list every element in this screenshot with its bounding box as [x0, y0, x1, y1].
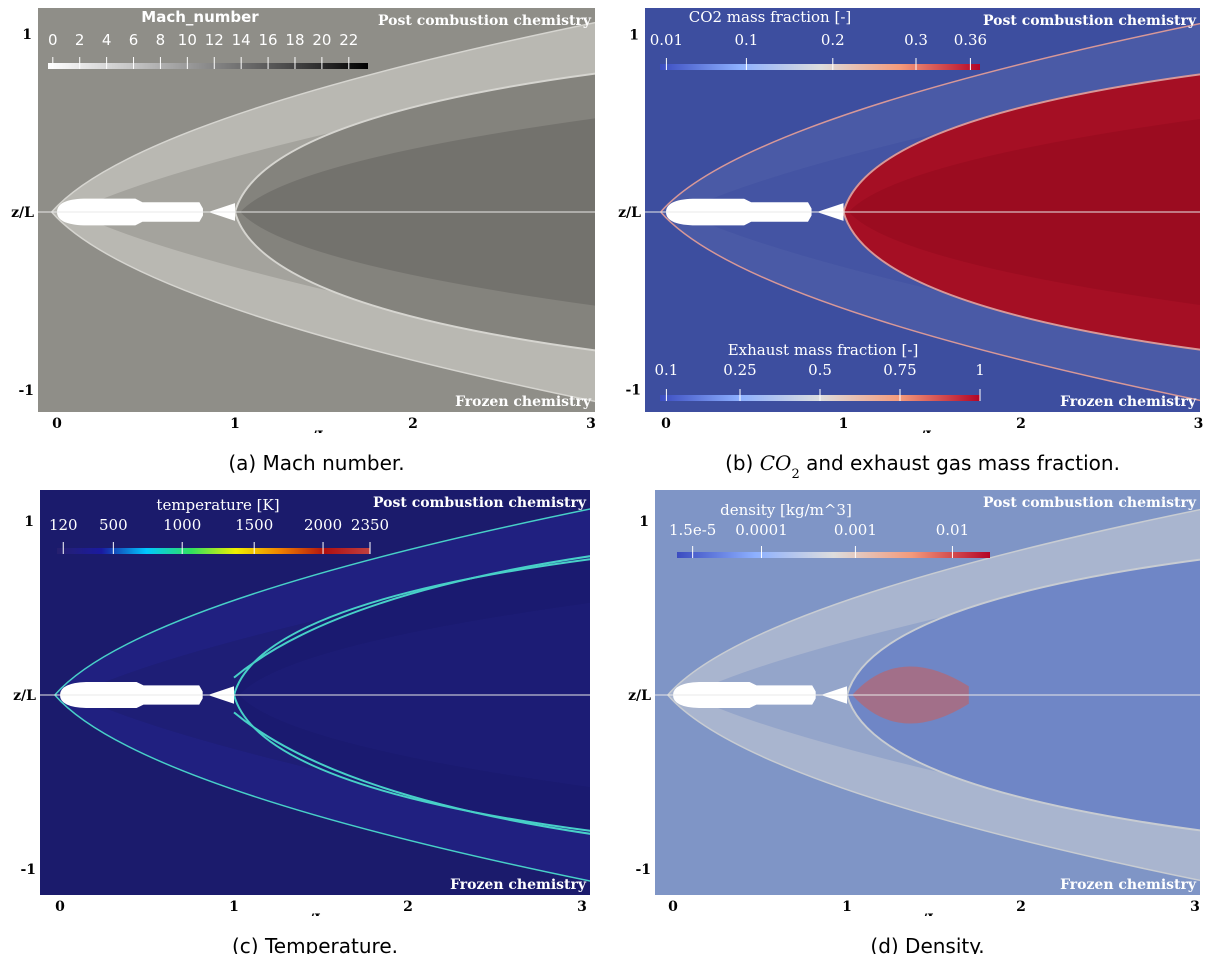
y-tick-label: 1 [24, 514, 34, 530]
colorbar-tick-label: 0.01 [936, 521, 969, 539]
x-label-group: x/L [303, 429, 326, 445]
caption-part: 2 [791, 467, 799, 482]
colorbar-tick-label: 8 [156, 31, 166, 49]
figure: Mach_number0246810121416182022Post combu… [0, 0, 1208, 954]
colorbar-tick-label: 14 [232, 31, 251, 49]
colorbar-tick-label: 0.75 [883, 361, 916, 379]
x-tick-label: 2 [403, 899, 413, 915]
colorbar-tick-label: 2 [75, 31, 85, 49]
colorbar-tick-label: 120 [49, 516, 78, 534]
colorbar-tick-label: 0.5 [808, 361, 832, 379]
colorbar-tick-label: 0.25 [723, 361, 756, 379]
colorbar-title: density [kg/m^3] [720, 501, 852, 519]
x-tick-label: 2 [1016, 899, 1026, 915]
colorbar-tick-label: 0.36 [954, 31, 987, 49]
y-tick-label: 1 [639, 514, 649, 530]
colorbar-title: temperature [K] [156, 496, 279, 514]
colorbar-tick-label: 10 [178, 31, 197, 49]
x-tick-label: 1 [229, 899, 239, 915]
x-tick-label: 3 [1194, 416, 1204, 432]
colorbar-title: CO2 mass fraction [-] [689, 8, 852, 26]
y-tick-label: -1 [20, 862, 36, 878]
annotation-top: Post combustion chemistry [983, 13, 1197, 29]
x-tick-label: 0 [661, 416, 671, 432]
colorbar-tick-label: 18 [285, 31, 304, 49]
caption-part: CO [760, 451, 792, 475]
x-tick-label: 2 [1016, 416, 1026, 432]
x-tick-label: 3 [577, 899, 587, 915]
annotation-bottom: Frozen chemistry [455, 394, 592, 410]
y-tick-label: -1 [625, 383, 641, 399]
x-label-group: x/L [912, 429, 935, 445]
caption-part: (b) [725, 451, 760, 475]
colorbar-tick-label: 16 [259, 31, 278, 49]
colorbar-tick-label: 6 [129, 31, 139, 49]
plot-area [655, 490, 1208, 895]
annotation-bottom: Frozen chemistry [1060, 877, 1197, 893]
x-axis-label: x/L [301, 912, 324, 928]
colorbar-tick-label: 0.3 [904, 31, 928, 49]
caption-part: (d) Density. [870, 934, 984, 954]
y-axis-label: z/L [618, 205, 641, 221]
colorbar-tick-label: 1.5e-5 [669, 521, 716, 539]
x-tick-label: 0 [52, 416, 62, 432]
y-tick-label: -1 [635, 862, 651, 878]
x-label-group: x/L [301, 912, 324, 928]
colorbar-tick-label: 0.2 [821, 31, 845, 49]
colorbar-title: Mach_number [141, 8, 259, 26]
colorbar [660, 64, 980, 70]
x-tick-label: 1 [230, 416, 240, 432]
colorbar-tick-label: 22 [339, 31, 358, 49]
colorbar-tick-label: 0.1 [734, 31, 758, 49]
caption: (b) CO2 and exhaust gas mass fraction. [725, 451, 1120, 482]
caption: (c) Temperature. [232, 934, 398, 954]
y-axis-label: z/L [13, 688, 36, 704]
colorbar-tick-label: 0.01 [650, 31, 683, 49]
caption-part: (a) Mach number. [228, 451, 404, 475]
x-tick-label: 0 [55, 899, 65, 915]
caption: (a) Mach number. [228, 451, 404, 475]
colorbar-tick-label: 0.1 [654, 361, 678, 379]
y-axis-label: z/L [11, 205, 34, 221]
annotation-top: Post combustion chemistry [373, 495, 587, 511]
y-tick-label: 1 [629, 28, 639, 44]
x-tick-label: 0 [668, 899, 678, 915]
annotation-top: Post combustion chemistry [983, 495, 1197, 511]
colorbar-tick-label: 1500 [235, 516, 273, 534]
annotation-bottom: Frozen chemistry [1060, 394, 1197, 410]
x-tick-label: 3 [586, 416, 596, 432]
colorbar-tick-label: 20 [312, 31, 331, 49]
colorbar-tick-label: 12 [205, 31, 224, 49]
colorbar-tick-label: 4 [102, 31, 112, 49]
colorbar-tick-label: 500 [99, 516, 128, 534]
colorbar-tick-label: 1000 [163, 516, 201, 534]
colorbar [677, 552, 990, 558]
colorbar-tick-label: 1 [975, 361, 985, 379]
x-tick-label: 1 [842, 899, 852, 915]
caption: (d) Density. [870, 934, 984, 954]
annotation-top: Post combustion chemistry [378, 13, 592, 29]
annotation-bottom: Frozen chemistry [450, 877, 587, 893]
x-tick-label: 1 [839, 416, 849, 432]
colorbar-tick-label: 0.0001 [735, 521, 788, 539]
x-tick-label: 2 [408, 416, 418, 432]
x-label-group: x/L [914, 912, 937, 928]
colorbar-tick-label: 0.001 [834, 521, 877, 539]
y-tick-label: -1 [18, 383, 34, 399]
colorbar-tick-label: 2350 [351, 516, 389, 534]
x-tick-label: 3 [1190, 899, 1200, 915]
x-axis-label: x/L [914, 912, 937, 928]
colorbar-title: Exhaust mass fraction [-] [728, 341, 919, 359]
colorbar-tick-label: 0 [48, 31, 58, 49]
colorbar [48, 63, 368, 69]
caption-part: (c) Temperature. [232, 934, 398, 954]
y-axis-label: z/L [628, 688, 651, 704]
x-axis-label: x/L [912, 429, 935, 445]
caption-part: and exhaust gas mass fraction. [800, 451, 1120, 475]
x-axis-label: x/L [303, 429, 326, 445]
y-tick-label: 1 [22, 27, 32, 43]
colorbar-tick-label: 2000 [304, 516, 342, 534]
